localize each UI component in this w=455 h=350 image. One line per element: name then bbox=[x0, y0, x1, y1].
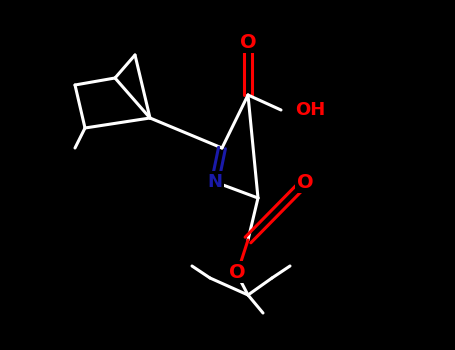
Text: O: O bbox=[297, 173, 313, 191]
Text: O: O bbox=[240, 33, 256, 51]
Text: OH: OH bbox=[295, 101, 325, 119]
Text: N: N bbox=[207, 173, 222, 191]
Text: O: O bbox=[229, 262, 245, 281]
